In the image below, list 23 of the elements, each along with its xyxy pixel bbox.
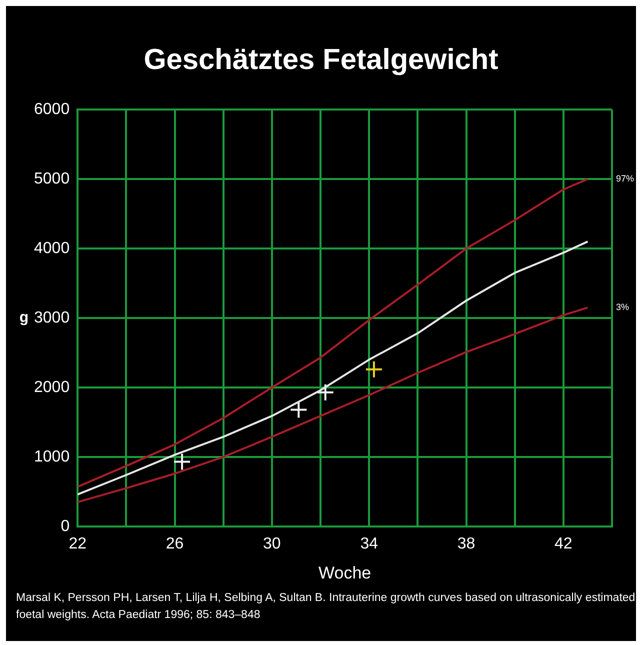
x-tick-label: 26 xyxy=(166,535,184,552)
point xyxy=(364,360,383,378)
y-tick-label: 2000 xyxy=(34,378,70,396)
text: Marsal K, Persson PH, Larsen T, Lilja H, Selbing A, Sultan B. Intrauterine growth curves based on ultrasonically estimated foetal weights. Acta Paediatr 1996; 85: 843–848 xyxy=(16,591,636,623)
x-axis-title: Woche xyxy=(318,563,372,582)
y-tick-label: 0 xyxy=(60,518,70,535)
text: 3% xyxy=(616,302,630,312)
chart-title: Geschätztes Fetalgewicht xyxy=(142,44,500,77)
y-tick-label: 1000 xyxy=(34,448,70,466)
x-tick-label: 42 xyxy=(554,535,572,552)
y-axis-title: g xyxy=(19,309,29,326)
point xyxy=(316,383,334,402)
point xyxy=(290,400,308,419)
y-tick-label: 4000 xyxy=(34,240,70,257)
y-tick-label: 6000 xyxy=(34,101,70,118)
x-tick-label: 22 xyxy=(68,535,87,552)
x-tick-label: 30 xyxy=(263,535,281,552)
x-tick-label: 34 xyxy=(360,535,378,552)
y-tick-label: 3000 xyxy=(34,309,70,326)
text: 97% xyxy=(616,174,634,184)
x-tick-label: 38 xyxy=(457,535,476,552)
point xyxy=(173,452,192,471)
y-tick-label: 5000 xyxy=(34,170,70,188)
